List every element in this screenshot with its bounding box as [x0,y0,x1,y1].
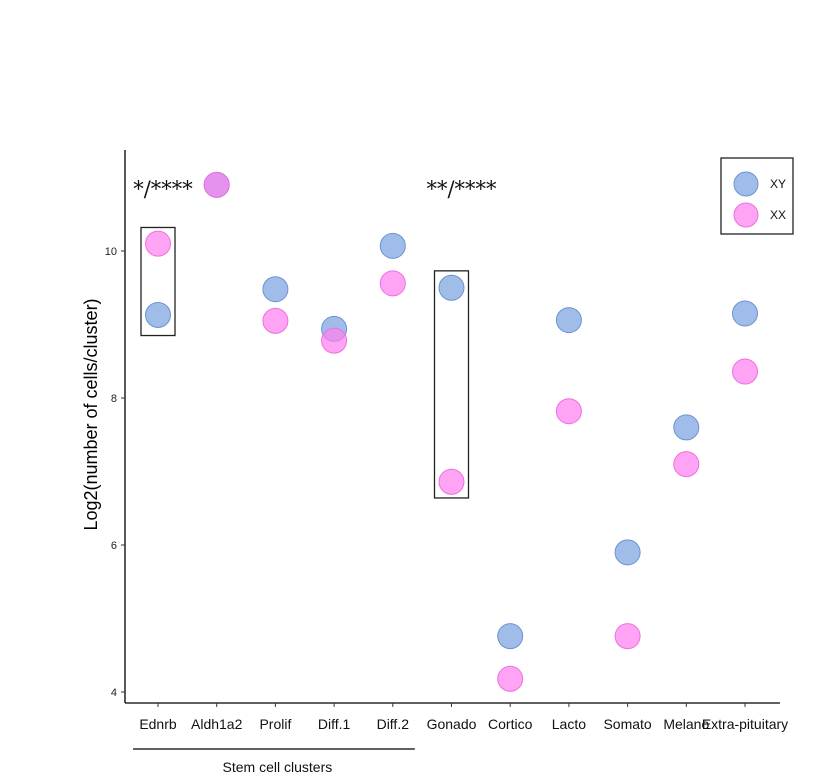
x-tick-label-gonado: Gonado [427,716,477,732]
point-xx-aldh1a2 [203,171,230,198]
highlight-boxes [140,226,470,499]
highlight-box-gonado [433,270,470,499]
x-tick-label-extra-pituitary: Extra-pituitary [702,716,788,732]
annotation-gonado: **/**** [426,177,497,201]
point-xy-extra-pituitary [732,300,758,327]
x-tick-labels: Ednrb Aldh1a2 Prolif Diff.1 Diff.2 Gonado Cort… [139,703,788,732]
point-xy-diff-2 [379,232,406,259]
point-xx-gonado [438,468,465,495]
x-tick-label-melano: Melano [663,716,709,732]
point-xy-somato [614,539,641,566]
point-xy-cortico [497,623,524,650]
point-xy-ednrb [145,301,171,328]
legend-label-xx: XX [770,208,786,222]
legend-label-xy: XY [770,177,786,191]
x-tick-label-cortico: Cortico [488,716,533,732]
y-tick-label-4: 4 [111,687,117,699]
x-tick-label-lacto: Lacto [552,716,586,732]
group-label: Stem cell clusters [223,759,333,775]
highlight-box-ednrb [140,226,176,337]
point-xy-gonado [438,274,465,301]
point-xx-extra-pituitary [732,358,758,385]
y-tick-label-6: 6 [111,540,117,552]
legend: XY XX [720,157,794,235]
x-tick-label-ednrb: Ednrb [139,716,177,732]
annotation-ednrb: */**** [133,177,193,201]
point-xx-melano [673,451,700,478]
x-tick-label-aldh1a2: Aldh1a2 [191,716,243,732]
legend-box [720,157,794,235]
point-xx-prolif [262,307,289,334]
point-xx-ednrb [145,230,171,257]
significance-annotations: */**** **/**** [133,177,497,201]
point-xx-somato [614,623,641,650]
x-tick-label-diff-2: Diff.2 [377,716,410,732]
point-xy-lacto [555,307,582,334]
point-xy-prolif [262,276,289,303]
y-tick-label-10: 10 [105,246,117,258]
axes [124,150,780,704]
x-tick-label-prolif: Prolif [259,716,291,732]
point-xx-diff-2 [379,270,406,297]
y-axis-title: Log2(number of cells/cluster) [81,298,101,530]
point-xy-melano [673,414,700,441]
x-tick-label-diff-1: Diff.1 [318,716,351,732]
point-xx-diff-1 [321,327,348,354]
point-xx-cortico [497,665,524,692]
x-tick-label-somato: Somato [603,716,651,732]
y-ticks: 4 6 8 10 [105,246,125,699]
y-tick-label-8: 8 [111,393,117,405]
data-points [145,171,758,692]
stem-cell-group: Stem cell clusters [133,748,415,775]
legend-swatch-xx [733,202,759,228]
point-xx-lacto [555,398,582,425]
legend-swatch-xy [733,171,759,197]
